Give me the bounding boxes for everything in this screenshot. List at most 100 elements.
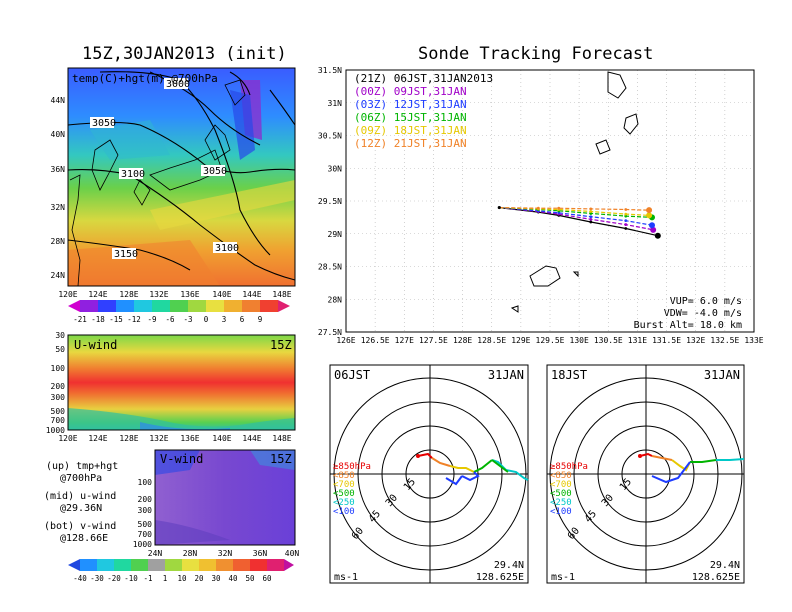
track-point <box>589 217 593 221</box>
lat-tick: 44N <box>51 96 66 105</box>
y-tick-label: 30.5N <box>318 132 342 141</box>
hodo-lat: 29.4N <box>494 560 524 571</box>
lon-tick: 144E <box>242 434 261 443</box>
track-legend: (21Z) 06JST,31JAN2013 (00Z) 09JST,31JAN … <box>354 72 493 150</box>
level-tick: 300 <box>51 393 66 402</box>
hodo-legend-entry: <250 <box>333 498 355 508</box>
sonde-params: VUP= 6.0 m/s VDW= -4.0 m/s Burst Alt= 18… <box>634 296 742 331</box>
lat-tick: 32N <box>51 203 66 212</box>
colorbar-tick: -20 <box>107 574 121 583</box>
lon-tick: 124E <box>88 290 107 299</box>
lon-tick: 128E <box>119 434 138 443</box>
level-tick: 200 <box>51 382 66 391</box>
wind-colorbar: -40 -30 -20 -10 -1 1 10 20 30 40 50 60 <box>68 559 294 583</box>
y-tick-label: 29N <box>328 230 343 239</box>
x-tick-label: 127.5E <box>419 336 448 345</box>
vwind-label: V-wind <box>160 452 203 466</box>
note-bottom: (bot) v-wind @128.66E <box>44 521 117 544</box>
lat-tick: 24N <box>148 549 163 558</box>
hodo-date: 31JAN <box>704 368 740 382</box>
colorbar-tick: -10 <box>124 574 138 583</box>
lon-tick: 124E <box>88 434 107 443</box>
colorbar-tick: -21 <box>73 315 87 324</box>
contour-label: 3000 <box>166 79 190 90</box>
x-tick-label: 131E <box>628 336 647 345</box>
track-point <box>589 207 593 211</box>
colorbar-tick: -3 <box>183 315 192 324</box>
colorbar-tick: 3 <box>222 315 227 324</box>
track-point <box>589 210 593 213</box>
lat-tick: 40N <box>285 549 300 558</box>
track-series <box>497 205 661 239</box>
hodo-legend-entry: <250 <box>550 498 572 508</box>
track-point <box>650 226 657 233</box>
colorbar-tick: -9 <box>147 315 156 324</box>
param-vup: VUP= 6.0 m/s <box>670 296 742 307</box>
lon-tick: 132E <box>149 290 168 299</box>
colorbar-tick: -6 <box>165 315 175 324</box>
track-point <box>589 212 593 215</box>
lat-tick: 40N <box>51 130 66 139</box>
track-point <box>589 215 593 219</box>
hodo-legend-entry: <850 <box>333 471 355 481</box>
x-tick-label: 128.5E <box>477 336 506 345</box>
hodo-legend-entry: <500 <box>333 489 355 499</box>
track-point <box>646 212 653 219</box>
lat-tick: 36N <box>51 165 66 174</box>
track-frame <box>345 69 755 333</box>
hodograph-18jst: 15 30 45 60 18JST 31JAN ≥850hPa <850 <70… <box>546 364 745 584</box>
level-tick: 500 <box>51 407 66 416</box>
track-point <box>557 211 561 215</box>
colorbar-tick: -15 <box>109 315 123 324</box>
hodo-trace <box>639 452 745 484</box>
hodo-legend-entry: <500 <box>550 489 572 499</box>
hodo-time: 18JST <box>551 368 587 382</box>
colorbar-tick: 20 <box>194 574 204 583</box>
y-tick-label: 31N <box>328 99 343 108</box>
x-tick-label: 132.5E <box>710 336 739 345</box>
coastlines <box>510 71 639 313</box>
track-point <box>649 222 655 229</box>
uwind-panel: U-wind 15Z 30 50 100 200 300 500 700 100… <box>46 331 296 443</box>
track-point <box>624 208 628 211</box>
x-tick-label: 130.5E <box>594 336 623 345</box>
colorbar-tick: 9 <box>258 315 263 324</box>
legend-entry: (09Z) 18JST,31JAN <box>354 124 467 137</box>
map-label: temp(C)+hgt(m) @700hPa <box>72 72 218 85</box>
colorbar-tick: 30 <box>211 574 221 583</box>
lat-tick: 28N <box>183 549 198 558</box>
lon-tick: 148E <box>272 290 291 299</box>
lon-tick: 120E <box>58 290 77 299</box>
track-point <box>589 220 593 224</box>
x-tick-label: 133E <box>744 336 763 345</box>
hodo-lon: 128.625E <box>476 572 524 583</box>
hodo-legend-entry: <850 <box>550 471 572 481</box>
colorbar-tick: 6 <box>240 315 245 324</box>
lon-tick: 136E <box>180 290 199 299</box>
hodo-trace <box>417 452 529 486</box>
colorbar-tick: -1 <box>143 574 152 583</box>
hodo-date: 31JAN <box>488 368 524 382</box>
legend-entry: (03Z) 12JST,31JAN <box>354 98 467 111</box>
legend-entry: (12Z) 21JST,31JAN <box>354 137 467 150</box>
track-point <box>624 223 628 226</box>
level-tick: 700 <box>51 416 66 425</box>
track-point <box>624 219 628 223</box>
x-tick-label: 130E <box>570 336 589 345</box>
lon-tick: 144E <box>242 290 261 299</box>
x-tick-label: 132E <box>686 336 705 345</box>
hodo-legend-entry: <100 <box>550 507 572 517</box>
legend-entry: (21Z) 06JST,31JAN2013 <box>354 72 493 85</box>
hodo-legend-entry: <700 <box>333 480 355 490</box>
level-tick: 1000 <box>46 426 65 435</box>
param-burst: Burst Alt= 18.0 km <box>634 320 742 331</box>
lon-tick: 128E <box>119 290 138 299</box>
x-tick-label: 129.5E <box>536 336 565 345</box>
lat-tick: 36N <box>253 549 268 558</box>
contour-label: 3100 <box>121 169 145 180</box>
hodo-legend-entry: ≥850hPa <box>550 462 588 472</box>
vwind-time: 15Z <box>270 452 292 466</box>
contour-label: 3100 <box>215 243 239 254</box>
